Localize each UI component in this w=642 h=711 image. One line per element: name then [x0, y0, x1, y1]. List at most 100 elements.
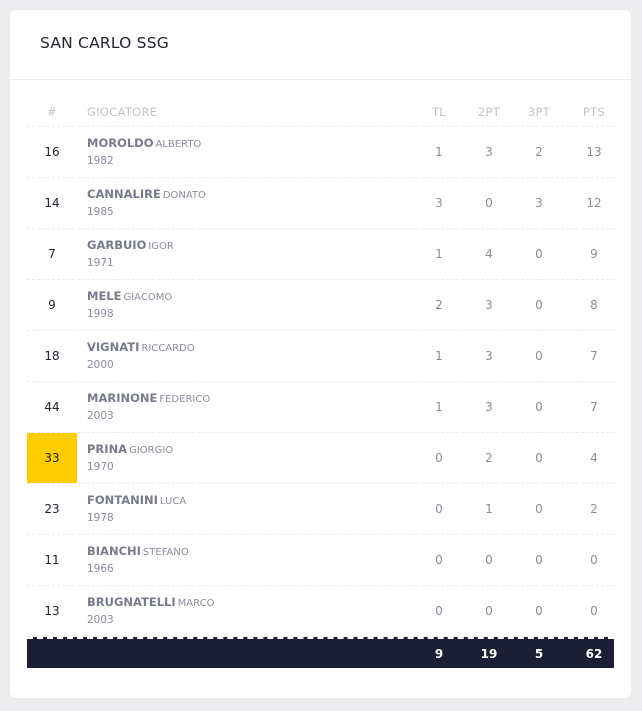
player-tl: 2: [435, 298, 443, 312]
player-birth-year: 1971: [87, 257, 114, 269]
player-number: 44: [44, 400, 60, 414]
player-tl: 0: [435, 604, 443, 618]
player-surname[interactable]: CANNALIRE: [87, 187, 161, 201]
player-3pt: 3: [535, 196, 543, 210]
table-row: 14 CANNALIRE DONATO 1985 3 0 3 12: [27, 178, 614, 229]
player-cell: FONTANINI LUCA 1978: [87, 484, 387, 534]
table-row: 44 MARINONE FEDERICO 2003 1 3 0 7: [27, 382, 614, 433]
player-tl: 0: [435, 451, 443, 465]
player-info: GARBUIO IGOR 1971: [87, 237, 174, 272]
player-3pt: 0: [535, 553, 543, 567]
player-firstname: GIACOMO: [123, 292, 173, 303]
card-header: SAN CARLO SSG: [10, 10, 631, 80]
player-name: VIGNATI RICCARDO: [87, 339, 195, 357]
player-cell: GARBUIO IGOR 1971: [87, 229, 387, 279]
player-2pt: 0: [485, 196, 493, 210]
table-body: 16 MOROLDO ALBERTO 1982 1 3 2 13 14 CANNALIRE DONA…: [27, 127, 614, 637]
player-name: MOROLDO ALBERTO: [87, 135, 201, 153]
player-3pt: 0: [535, 247, 543, 261]
header-num: #: [47, 104, 57, 119]
player-3pt: 0: [535, 451, 543, 465]
player-birth-year: 1998: [87, 308, 114, 320]
player-name: BRUGNATELLI MARCO: [87, 594, 214, 612]
player-pts: 9: [590, 247, 598, 261]
player-name: CANNALIRE DONATO: [87, 186, 206, 204]
player-firstname: FEDERICO: [159, 394, 211, 405]
table-row: 13 BRUGNATELLI MARCO 2003 0 0 0 0: [27, 586, 614, 637]
team-title: SAN CARLO SSG: [40, 34, 169, 52]
player-pts: 13: [586, 145, 602, 159]
player-surname[interactable]: FONTANINI: [87, 493, 158, 507]
total-2pt: 19: [480, 646, 498, 661]
player-pts: 2: [590, 502, 598, 516]
player-name: BIANCHI STEFANO: [87, 543, 189, 561]
player-surname[interactable]: VIGNATI: [87, 340, 140, 354]
header-tl: TL: [431, 104, 447, 119]
player-pts: 8: [590, 298, 598, 312]
player-firstname: MARCO: [177, 598, 215, 609]
player-3pt: 0: [535, 400, 543, 414]
player-2pt: 3: [485, 349, 493, 363]
player-pts: 7: [590, 349, 598, 363]
player-birth-year: 1970: [87, 461, 114, 473]
player-info: MELE GIACOMO 1998: [87, 288, 172, 323]
player-info: CANNALIRE DONATO 1985: [87, 186, 206, 221]
player-pts: 4: [590, 451, 598, 465]
player-2pt: 3: [485, 298, 493, 312]
total-3pt: 5: [534, 646, 544, 661]
player-2pt: 0: [485, 604, 493, 618]
player-info: FONTANINI LUCA 1978: [87, 492, 186, 527]
player-name: GARBUIO IGOR: [87, 237, 174, 255]
table-row: 7 GARBUIO IGOR 1971 1 4 0 9: [27, 229, 614, 280]
player-2pt: 1: [485, 502, 493, 516]
player-pts: 0: [590, 553, 598, 567]
player-3pt: 0: [535, 502, 543, 516]
player-2pt: 3: [485, 145, 493, 159]
player-birth-year: 2003: [87, 614, 114, 626]
player-birth-year: 1985: [87, 206, 114, 218]
player-name: MELE GIACOMO: [87, 288, 172, 306]
player-pts: 0: [590, 604, 598, 618]
player-pts: 12: [586, 196, 602, 210]
player-number: 7: [48, 247, 56, 261]
player-cell: BIANCHI STEFANO 1966: [87, 535, 387, 585]
total-pts: 62: [585, 646, 603, 661]
player-tl: 1: [435, 400, 443, 414]
totals-row: 9 19 5 62: [27, 637, 614, 668]
player-tl: 0: [435, 502, 443, 516]
player-surname[interactable]: PRINA: [87, 442, 128, 456]
player-birth-year: 2000: [87, 359, 114, 371]
table-row: 16 MOROLDO ALBERTO 1982 1 3 2 13: [27, 127, 614, 178]
player-firstname: GIORGIO: [129, 445, 174, 456]
player-cell: BRUGNATELLI MARCO 2003: [87, 586, 387, 636]
player-info: PRINA GIORGIO 1970: [87, 441, 173, 476]
player-surname[interactable]: MARINONE: [87, 391, 158, 405]
player-firstname: STEFANO: [142, 547, 189, 558]
player-name: MARINONE FEDERICO: [87, 390, 210, 408]
team-stats-card: SAN CARLO SSG # GIOCATORE TL 2PT 3PT PTS…: [10, 10, 631, 698]
player-surname[interactable]: MELE: [87, 289, 122, 303]
player-number: 23: [44, 502, 60, 516]
player-cell: PRINA GIORGIO 1970: [87, 433, 387, 483]
player-cell: CANNALIRE DONATO 1985: [87, 178, 387, 228]
player-surname[interactable]: GARBUIO: [87, 238, 147, 252]
player-number: 16: [44, 145, 60, 159]
table-row: 18 VIGNATI RICCARDO 2000 1 3 0 7: [27, 331, 614, 382]
player-surname[interactable]: BIANCHI: [87, 544, 141, 558]
player-number: 9: [48, 298, 56, 312]
table-row: 11 BIANCHI STEFANO 1966 0 0 0 0: [27, 535, 614, 586]
player-cell: VIGNATI RICCARDO 2000: [87, 331, 387, 381]
player-firstname: RICCARDO: [141, 343, 195, 354]
player-3pt: 0: [535, 604, 543, 618]
player-name: FONTANINI LUCA: [87, 492, 186, 510]
player-cell: MOROLDO ALBERTO 1982: [87, 127, 387, 177]
player-tl: 1: [435, 349, 443, 363]
table-row: 23 FONTANINI LUCA 1978 0 1 0 2: [27, 484, 614, 535]
player-cell: MARINONE FEDERICO 2003: [87, 382, 387, 432]
player-surname[interactable]: MOROLDO: [87, 136, 154, 150]
player-info: BIANCHI STEFANO 1966: [87, 543, 189, 578]
player-surname[interactable]: BRUGNATELLI: [87, 595, 176, 609]
player-number: 14: [44, 196, 60, 210]
header-3pt: 3PT: [527, 104, 551, 119]
player-name: PRINA GIORGIO: [87, 441, 173, 459]
